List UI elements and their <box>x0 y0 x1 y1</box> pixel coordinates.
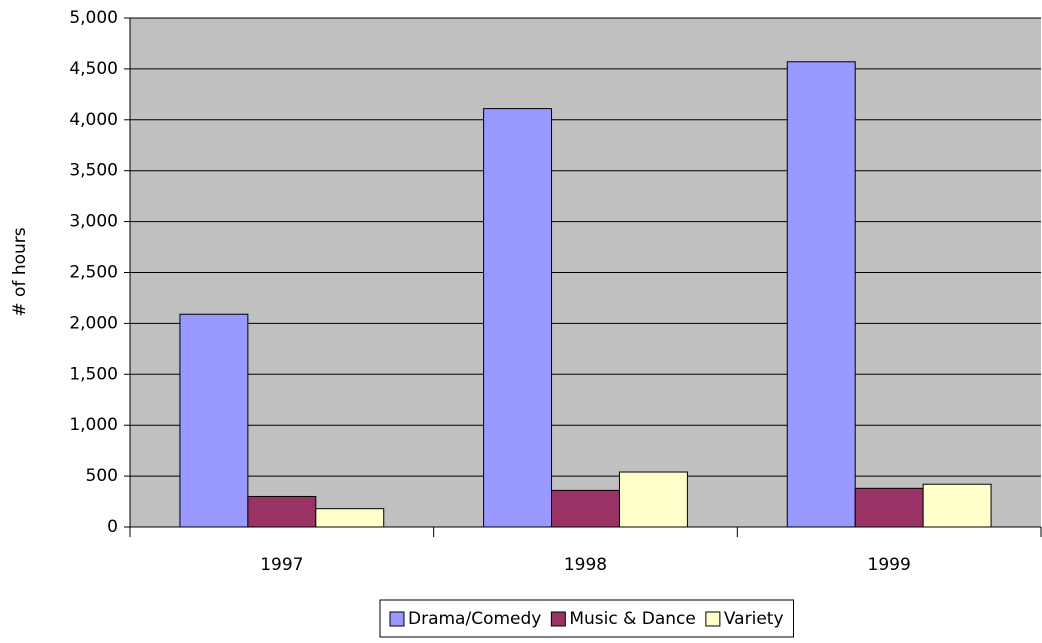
y-tick-label: 4,500 <box>69 59 118 79</box>
x-tick-label: 1998 <box>564 555 607 575</box>
bar <box>483 108 553 528</box>
x-tick-label: 1997 <box>260 555 303 575</box>
bar <box>786 61 856 528</box>
legend-swatch <box>389 611 405 627</box>
y-tick-label: 3,500 <box>69 161 118 181</box>
bar <box>618 471 688 528</box>
legend-swatch <box>550 611 566 627</box>
bar <box>854 487 924 528</box>
y-tick-label: 0 <box>107 517 118 537</box>
y-tick-label: 1,500 <box>69 364 118 384</box>
legend-label: Drama/Comedy <box>408 609 541 629</box>
bar <box>247 495 317 528</box>
bar <box>551 489 620 528</box>
y-tick-label: 1,000 <box>69 415 118 435</box>
y-tick-label: 2,000 <box>69 313 118 333</box>
y-tick-label: 4,000 <box>69 110 118 130</box>
y-tick-label: 500 <box>86 466 118 486</box>
legend <box>379 599 794 638</box>
bar <box>179 313 249 528</box>
legend-swatch <box>705 611 721 627</box>
bar <box>922 483 992 528</box>
y-axis-label: # of hours <box>10 227 30 316</box>
y-tick-label: 5,000 <box>69 8 118 28</box>
y-tick-label: 2,500 <box>69 263 118 283</box>
legend-label: Music & Dance <box>569 609 696 629</box>
y-tick-label: 3,000 <box>69 212 118 232</box>
legend-label: Variety <box>724 609 784 629</box>
bar <box>315 508 385 528</box>
x-tick-label: 1999 <box>868 555 911 575</box>
